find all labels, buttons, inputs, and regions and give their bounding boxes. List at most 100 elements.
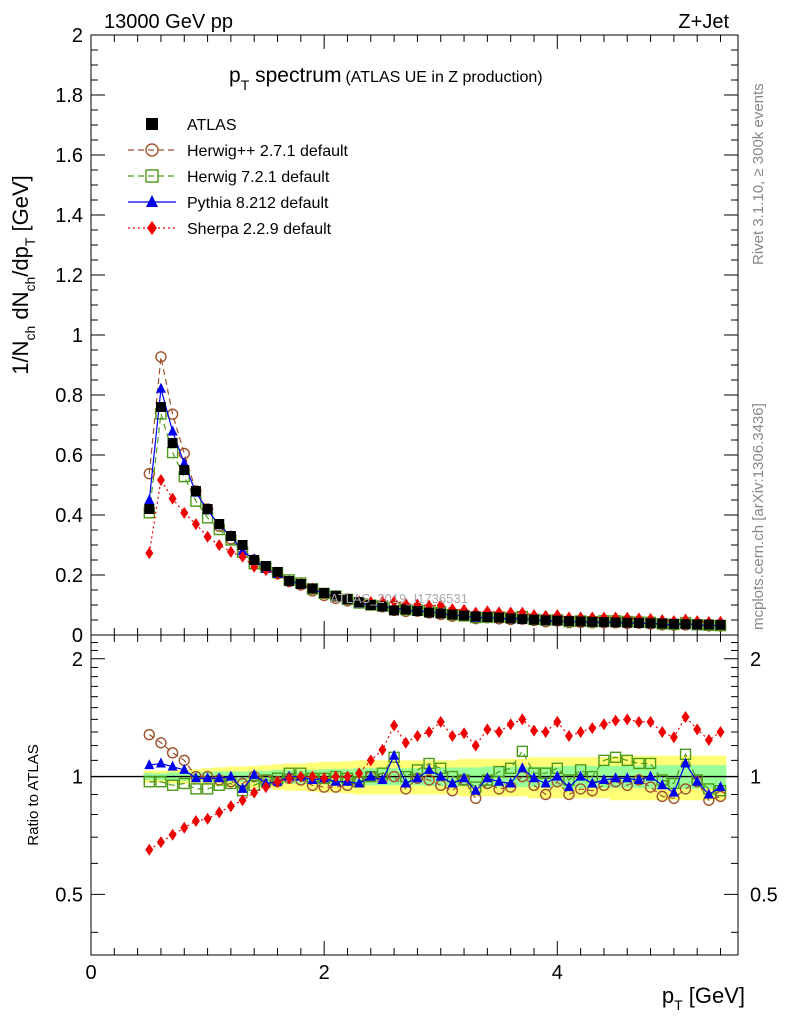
point-sherpa-3 (436, 599, 445, 612)
data-point-atlas (505, 613, 516, 624)
data-point-atlas (494, 612, 505, 623)
ratio-point-pythia-2 (715, 781, 726, 792)
ratio-point-sherpa-3 (529, 724, 538, 737)
point-sherpa-3 (390, 595, 399, 608)
ratio-point-pythia-2 (680, 757, 691, 768)
ratio-point-herwig-1 (516, 745, 529, 758)
y-tick-label: 1.4 (55, 205, 83, 227)
data-point-atlas (424, 607, 435, 618)
data-point-atlas (190, 486, 201, 496)
data-point-atlas (225, 531, 236, 541)
ratio-point-pythia-2 (412, 772, 423, 783)
data-point-atlas (563, 616, 574, 627)
ratio-point-herwig-1 (155, 776, 167, 788)
x-axis-label: pT [GeV] (662, 983, 745, 1013)
ratio-point-pythia-2 (214, 772, 225, 783)
point-sherpa-3 (156, 473, 165, 486)
header-right: Z+Jet (678, 11, 729, 33)
ratio-line-herwig-0 (148, 734, 721, 801)
data-point-atlas (598, 617, 609, 628)
ratio-point-sherpa-3 (704, 734, 713, 747)
ratio-point-herwig-0 (539, 788, 552, 801)
ratio-point-pythia-2 (435, 770, 446, 781)
ratio-tick-label: 0.5 (55, 884, 83, 906)
data-point-atlas (692, 619, 703, 630)
data-point-atlas (587, 616, 598, 627)
data-marks (143, 351, 727, 856)
ratio-tick-label-right: 2 (750, 649, 761, 671)
data-point-atlas (540, 615, 551, 626)
data-point-atlas (319, 588, 330, 598)
data-point-atlas (610, 617, 621, 628)
ratio-point-sherpa-3 (588, 722, 597, 735)
point-sherpa-3 (168, 492, 177, 505)
ratio-point-pythia-2 (237, 782, 248, 793)
legend-label: ATLAS (187, 117, 237, 134)
ratio-point-sherpa-3 (226, 800, 235, 813)
ratio-point-sherpa-3 (611, 714, 620, 727)
legend-label: Sherpa 2.2.9 default (187, 221, 332, 238)
ratio-point-herwig-0 (574, 783, 587, 795)
ratio-point-pythia-2 (494, 775, 505, 786)
data-point-atlas (703, 619, 714, 630)
ratio-point-pythia-2 (575, 770, 586, 781)
ratio-point-pythia-2 (610, 772, 621, 783)
ratio-point-sherpa-3 (658, 725, 667, 738)
point-herwig-0 (155, 351, 167, 363)
ratio-point-pythia-2 (144, 759, 155, 770)
ratio-point-sherpa-3 (483, 723, 492, 736)
svg-text:1/Nch dNch/dpT [GeV]: 1/Nch dNch/dpT [GeV] (8, 175, 38, 375)
data-point-atlas (214, 519, 225, 529)
ratio-point-sherpa-3 (564, 729, 573, 742)
data-point-atlas (179, 465, 190, 475)
ratio-tick-label-right: 0.5 (750, 884, 778, 906)
ratio-point-sherpa-3 (646, 715, 655, 728)
ratio-point-pythia-2 (470, 784, 481, 795)
ratio-point-pythia-2 (482, 772, 493, 783)
ratio-point-pythia-2 (400, 777, 411, 788)
ratio-point-sherpa-3 (390, 719, 399, 732)
x-tick-label: 0 (85, 962, 96, 984)
ratio-point-pythia-2 (692, 775, 703, 786)
ratio-point-herwig-1 (166, 779, 179, 791)
data-point-atlas (622, 617, 633, 628)
ratio-point-sherpa-3 (145, 843, 154, 856)
ratio-point-pythia-2 (598, 773, 609, 784)
legend-label: Herwig++ 2.7.1 default (187, 143, 349, 160)
y-tick-label: 0.8 (55, 385, 83, 407)
data-point-atlas (354, 597, 365, 607)
y-tick-label: 0 (72, 625, 83, 647)
ratio-point-sherpa-3 (355, 767, 364, 780)
legend-label: Herwig 7.2.1 default (187, 169, 330, 186)
svg-text:mcplots.cern.ch [arXiv:1306.34: mcplots.cern.ch [arXiv:1306.3436] (750, 403, 767, 630)
point-herwig-0 (143, 468, 155, 480)
ratio-point-sherpa-3 (460, 727, 469, 740)
data-point-atlas (272, 567, 283, 577)
ratio-point-pythia-2 (179, 763, 190, 774)
point-sherpa-3 (226, 545, 235, 558)
ratio-point-sherpa-3 (261, 781, 270, 794)
ratio-point-sherpa-3 (401, 736, 410, 749)
data-point-atlas (400, 604, 411, 615)
ratio-point-pythia-2 (528, 772, 539, 783)
ratio-point-herwig-1 (598, 754, 610, 767)
legend-marker (145, 143, 159, 157)
ratio-point-herwig-0 (679, 783, 692, 795)
ratio-point-pythia-2 (645, 770, 656, 781)
y-axis-label: 1/Nch dNch/dpT [GeV] (8, 175, 38, 375)
ratio-point-sherpa-3 (495, 725, 504, 738)
data-point-atlas (377, 601, 388, 612)
ratio-tick-label-right: 1 (750, 767, 761, 789)
data-point-atlas (330, 591, 341, 601)
data-point-atlas (342, 594, 353, 604)
svg-text:Ratio to ATLAS: Ratio to ATLAS (25, 744, 42, 845)
ratio-point-herwig-1 (633, 757, 645, 770)
ratio-point-herwig-1 (178, 777, 190, 790)
point-sherpa-3 (145, 547, 154, 560)
data-point-atlas (284, 576, 295, 586)
point-sherpa-3 (238, 550, 247, 563)
legend: ATLAS Herwig++ 2.7.1 default Herwig 7.2.1 … (128, 117, 349, 238)
svg-text:pT spectrum(ATLAS UE in Z prod: pT spectrum (ATLAS UE in Z production) (229, 64, 543, 93)
ratio-point-herwig-0 (423, 774, 435, 786)
legend-marker (147, 221, 157, 235)
